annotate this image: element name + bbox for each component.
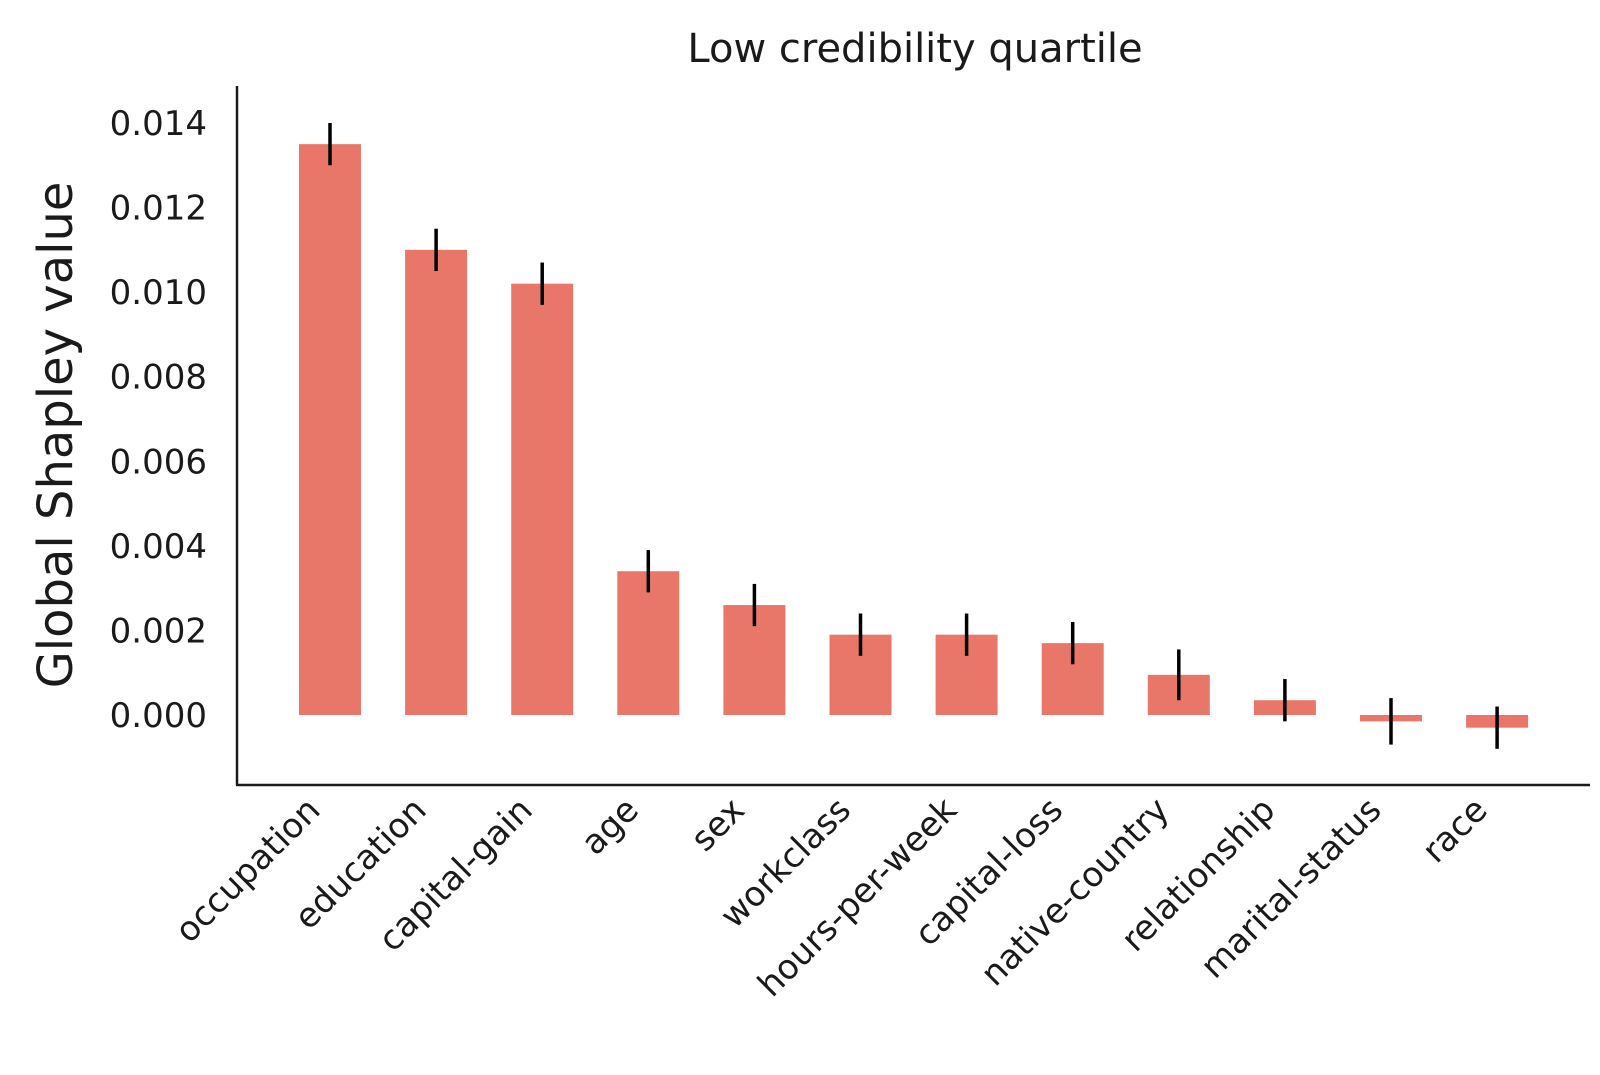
y-tick-label: 0.010 bbox=[110, 273, 207, 313]
y-tick-label: 0.008 bbox=[110, 358, 207, 398]
error-bars bbox=[328, 123, 1499, 749]
bars bbox=[299, 144, 1529, 728]
y-tick-label: 0.002 bbox=[110, 611, 207, 651]
x-tick-label: race bbox=[1415, 790, 1496, 871]
bar-capital-gain bbox=[511, 283, 574, 715]
chart-title: Low credibility quartile bbox=[687, 26, 1142, 72]
bar-occupation bbox=[299, 144, 361, 716]
y-axis-ticks: 0.000 0.002 0.004 0.006 0.008 0.010 0.012 0.014 bbox=[110, 104, 207, 736]
x-tick-label: native-country bbox=[973, 790, 1177, 994]
y-tick-label: 0.012 bbox=[110, 189, 207, 229]
x-tick-label: sex bbox=[683, 790, 752, 859]
bar-education bbox=[405, 249, 468, 715]
y-tick-label: 0.000 bbox=[110, 696, 207, 736]
bar-age bbox=[617, 571, 680, 715]
y-axis-label: Global Shapley value bbox=[28, 182, 84, 689]
x-tick-label: hours-per-week bbox=[750, 790, 965, 1005]
y-tick-label: 0.014 bbox=[110, 104, 207, 144]
y-tick-label: 0.006 bbox=[110, 442, 207, 482]
y-tick-label: 0.004 bbox=[110, 527, 207, 567]
x-tick-label: age bbox=[574, 790, 647, 863]
x-tick-label: marital-status bbox=[1193, 790, 1389, 986]
